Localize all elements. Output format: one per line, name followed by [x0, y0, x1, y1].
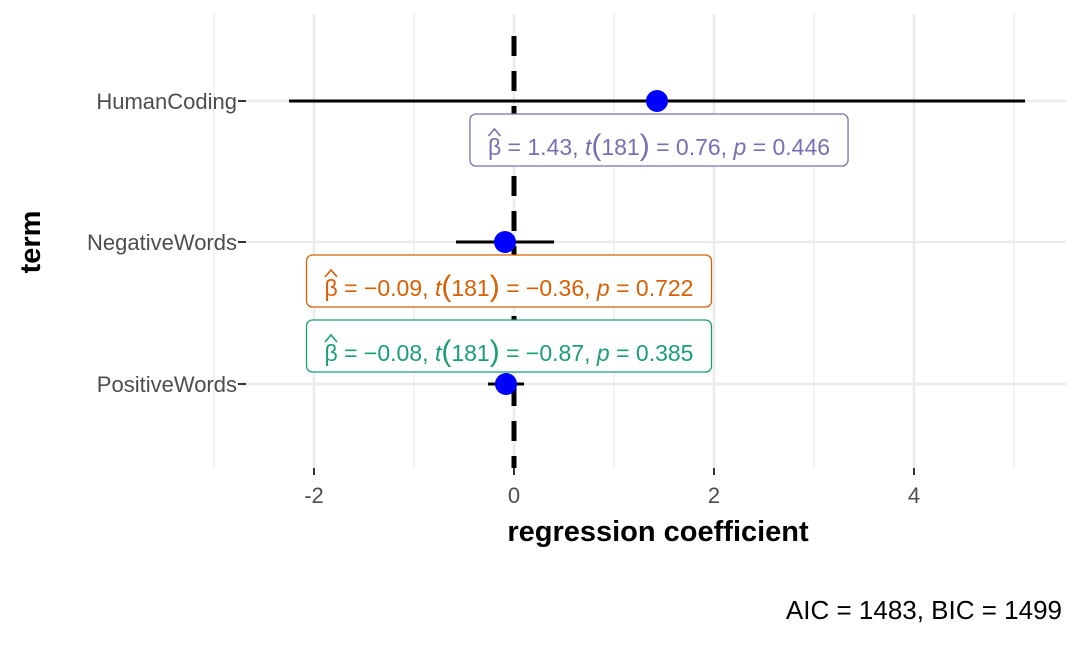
- stat-label: β = −0.09, t(181) = −0.36, p = 0.722: [305, 254, 713, 308]
- x-tick-label: 2: [708, 483, 720, 508]
- x-tick-label: 0: [508, 483, 520, 508]
- y-tick-label-NegativeWords: NegativeWords: [87, 230, 237, 255]
- points: [494, 90, 668, 395]
- stat-labels: β = 1.43, t(181) = 0.76, p = 0.446 β = −0…: [305, 113, 849, 373]
- caption: AIC = 1483, BIC = 1499: [786, 595, 1062, 625]
- x-tick-label: 4: [908, 483, 920, 508]
- stat-label-box: [305, 254, 713, 308]
- x-tick-label: -2: [304, 483, 324, 508]
- y-tick-label-HumanCoding: HumanCoding: [96, 89, 237, 114]
- stat-label-text: β = −0.08, t(181) = −0.87, p = 0.385: [325, 335, 694, 368]
- y-tick-label-PositiveWords: PositiveWords: [97, 372, 237, 397]
- stat-label: β = −0.08, t(181) = −0.87, p = 0.385: [305, 319, 713, 373]
- stat-label-text: β = −0.09, t(181) = −0.36, p = 0.722: [325, 270, 694, 303]
- stat-label-box: [305, 319, 713, 373]
- stat-label-text: β = 1.43, t(181) = 0.76, p = 0.446: [488, 129, 830, 162]
- estimate-point: [495, 373, 517, 395]
- estimate-point: [494, 231, 516, 253]
- stat-label: β = 1.43, t(181) = 0.76, p = 0.446: [469, 113, 849, 167]
- grid: [213, 14, 1066, 468]
- beta-hat: [487, 127, 502, 137]
- estimate-point: [646, 90, 668, 112]
- y-axis-title: term: [15, 211, 47, 274]
- stat-label-box: [469, 113, 849, 167]
- axes: -2 0 2 4 HumanCoding NegativeWords PositiveWor…: [87, 89, 920, 508]
- beta-hat: [324, 268, 338, 278]
- beta-hat: [324, 333, 338, 343]
- x-axis-title: regression coefficient: [507, 516, 809, 548]
